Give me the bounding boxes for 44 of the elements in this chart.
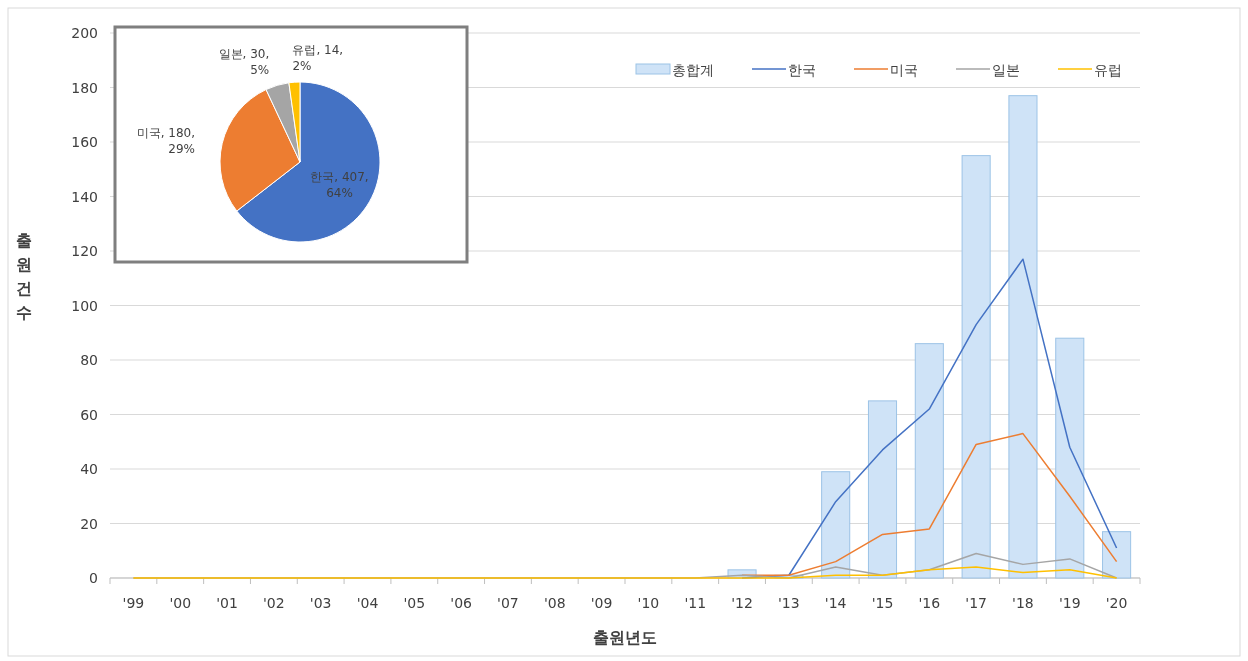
x-tick-label: '06 — [450, 595, 473, 611]
x-tick-label: '11 — [684, 595, 707, 611]
y-tick-label: 200 — [71, 25, 98, 41]
slice-label: 유럽, 14, 2% — [292, 43, 344, 74]
x-tick-label: '18 — [1012, 595, 1034, 611]
x-tick-label: '10 — [637, 595, 660, 611]
y-tick-label: 120 — [71, 243, 98, 259]
x-tick-label: '03 — [309, 595, 332, 611]
x-tick-label: '13 — [778, 595, 800, 611]
y-tick-label: 100 — [71, 297, 98, 314]
y-tick-label: 80 — [80, 352, 98, 368]
x-tick-label: '04 — [356, 595, 379, 611]
x-tick-label: '15 — [871, 595, 894, 611]
x-axis-title: 출원년도 — [593, 628, 657, 647]
y-axis-title: 출원건수 — [16, 231, 32, 322]
x-tick-label: '17 — [965, 595, 987, 611]
x-tick-label: '20 — [1105, 595, 1128, 611]
y-tick-label: 180 — [71, 79, 98, 96]
x-tick-label: '02 — [263, 595, 285, 611]
y-tick-label: 60 — [80, 406, 98, 423]
x-tick-label: '16 — [918, 595, 941, 611]
x-tick-label: '14 — [824, 595, 847, 611]
legend-label: 미국 — [890, 62, 918, 78]
slice-label: 한국, 407, 64% — [310, 170, 369, 201]
slice-label: 미국, 180, 29% — [136, 125, 196, 156]
x-tick-label: '99 — [122, 595, 145, 611]
y-tick-label: 40 — [80, 461, 98, 477]
y-tick-label: 160 — [71, 134, 98, 150]
x-tick-label: '01 — [216, 595, 238, 611]
legend-label: 한국 — [788, 62, 816, 78]
x-tick-label: '12 — [731, 595, 753, 611]
legend-label: 유럽 — [1094, 62, 1122, 78]
y-tick-label: 20 — [80, 515, 98, 532]
y-tick-label: 0 — [89, 570, 98, 586]
x-tick-label: '07 — [497, 595, 519, 611]
x-tick-label: '00 — [169, 595, 192, 611]
legend-label: 총합계 — [672, 62, 714, 78]
x-tick-label: '08 — [543, 595, 566, 611]
x-tick-label: '19 — [1058, 595, 1081, 611]
legend-label: 일본 — [992, 62, 1020, 78]
y-tick-label: 140 — [71, 188, 98, 205]
x-tick-label: '05 — [403, 595, 426, 611]
slice-label: 일본, 30, 5% — [218, 47, 270, 78]
x-tick-label: '09 — [590, 595, 613, 611]
